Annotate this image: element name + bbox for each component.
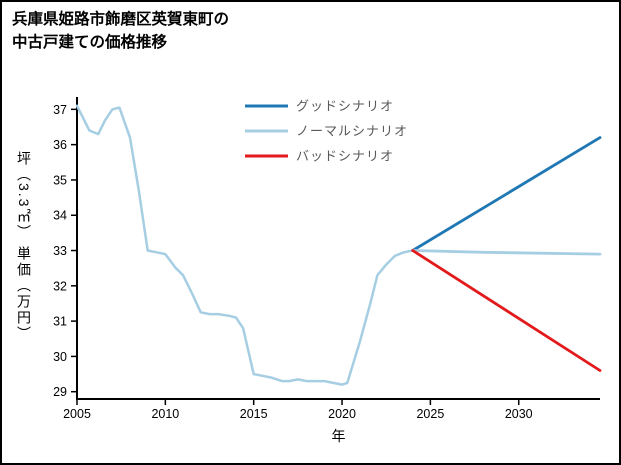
y-tick-label: 35 (53, 173, 67, 187)
y-tick-label: 30 (53, 350, 67, 364)
x-tick-label: 2025 (416, 407, 444, 421)
chart-title-line1: 兵庫県姫路市飾磨区英賀東町の (12, 11, 230, 28)
series-line-0 (75, 104, 414, 386)
y-tick-label: 34 (53, 209, 67, 223)
y-tick-label: 33 (53, 244, 67, 258)
y-axis-label: 坪（3.3㎡） 単価（万円） (16, 151, 32, 343)
series-line-3 (411, 249, 602, 372)
legend-label: バッドシナリオ (296, 149, 394, 164)
x-tick-label: 2030 (505, 407, 533, 421)
y-tick-label: 29 (53, 385, 67, 399)
x-tick-label: 2010 (151, 407, 179, 421)
legend-label: ノーマルシナリオ (296, 124, 408, 139)
chart-title: 兵庫県姫路市飾磨区英賀東町の 中古戸建ての価格推移 (12, 8, 229, 55)
legend-label: グッドシナリオ (296, 99, 394, 114)
y-tick-label: 32 (53, 279, 67, 293)
x-tick-label: 2015 (240, 407, 268, 421)
x-axis-label: 年 (331, 428, 346, 444)
y-tick-label: 36 (53, 138, 67, 152)
chart-title-line2: 中古戸建ての価格推移 (12, 34, 168, 52)
y-tick-label: 37 (53, 103, 67, 117)
x-tick-label: 2005 (63, 407, 91, 421)
series-line-1 (411, 136, 602, 252)
y-tick-label: 31 (53, 315, 67, 329)
series-line-2 (411, 249, 602, 256)
x-tick-label: 2020 (328, 407, 356, 421)
